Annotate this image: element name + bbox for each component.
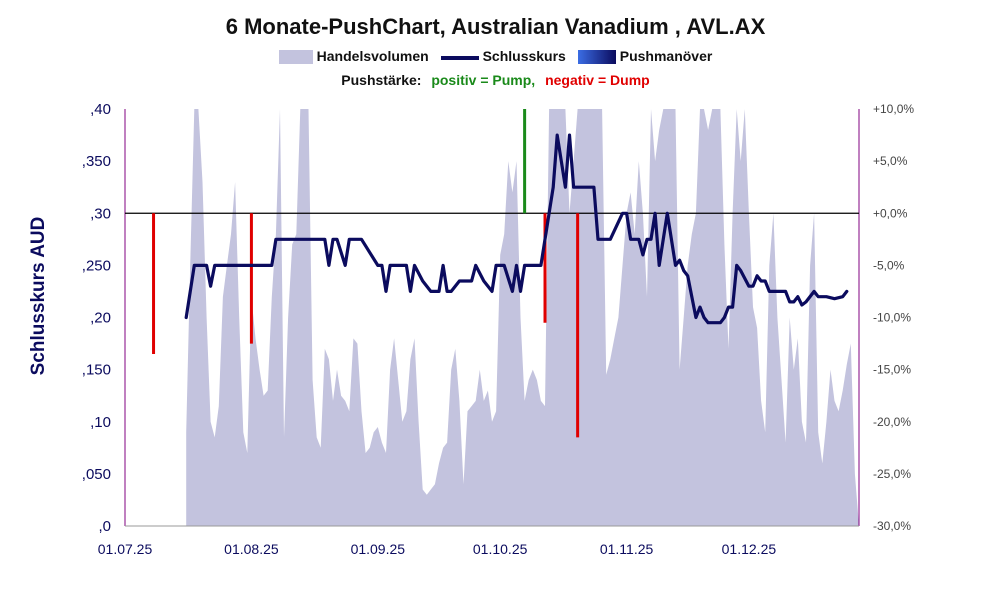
legend-swatch-close <box>440 55 479 60</box>
legend-item-volume: Handelsvolumen <box>278 48 429 65</box>
y-left-tick-label: ,20 <box>90 310 111 327</box>
y-right-tick-label: +5,0% <box>873 154 908 168</box>
legend-item-push: Pushmanöver <box>577 48 713 65</box>
chart-title: 6 Monate-PushChart, Australian Vanadium … <box>225 14 766 39</box>
y-left-tick-label: ,250 <box>82 257 111 274</box>
y-right-tick-label: -5,0% <box>873 258 905 272</box>
close-price-line <box>184 133 849 325</box>
y-right-tick-label: -25,0% <box>873 467 911 481</box>
y-left-tick-label: ,40 <box>90 101 111 118</box>
axes-group <box>124 109 860 527</box>
legend-swatch-push <box>577 50 616 65</box>
y-right-tick-label: +10,0% <box>873 102 914 116</box>
volume-area-group <box>186 109 859 526</box>
y-left-tick-label: ,150 <box>82 362 111 379</box>
y-left-tick-label: ,0 <box>98 518 111 535</box>
push-strength-label: Pushstärke: <box>341 72 422 88</box>
close-line-group <box>184 133 849 325</box>
y-right-tick-label: +0,0% <box>873 206 908 220</box>
push-strength-legend: Pushstärke: positiv = Pump, negativ = Du… <box>0 72 991 88</box>
legend-swatch-volume <box>278 50 313 65</box>
push-bars-group <box>152 109 580 438</box>
y-right-tick-label: -10,0% <box>873 311 911 325</box>
y-left-tick-label: ,050 <box>82 466 111 483</box>
x-tick-label: 01.10.25 <box>473 541 528 557</box>
y-right-tick-label: -30,0% <box>873 519 911 533</box>
x-tick-label: 01.11.25 <box>600 541 654 557</box>
x-tick-label: 01.09.25 <box>351 541 406 557</box>
push-positive-label: positiv = Pump, <box>431 72 536 88</box>
push-negative-label: negativ = Dump <box>545 72 650 88</box>
y-left-tick-label: ,350 <box>82 153 111 170</box>
y-left-tick-label: ,10 <box>90 414 111 431</box>
y-right-tick-label: -15,0% <box>873 363 911 377</box>
x-tick-label: 01.12.25 <box>722 541 777 557</box>
volume-area <box>186 109 859 526</box>
x-tick-label: 01.07.25 <box>98 541 153 557</box>
legend-label-push: Pushmanöver <box>619 48 713 65</box>
legend-label-volume: Handelsvolumen <box>316 48 429 65</box>
x-tick-label: 01.08.25 <box>224 541 279 557</box>
y-left-tick-label: ,30 <box>90 205 111 222</box>
chart-legend: Handelsvolumen Schlusskurs Pushmanöver <box>0 47 991 65</box>
y-right-tick-label: -20,0% <box>873 415 911 429</box>
tick-labels-group: ,0 ,050 ,10 ,150 ,20 ,250 ,30 ,350 ,40 -30,0% -25,… <box>82 101 915 557</box>
legend-item-close: Schlusskurs <box>440 48 566 65</box>
legend-label-close: Schlusskurs <box>482 48 566 65</box>
